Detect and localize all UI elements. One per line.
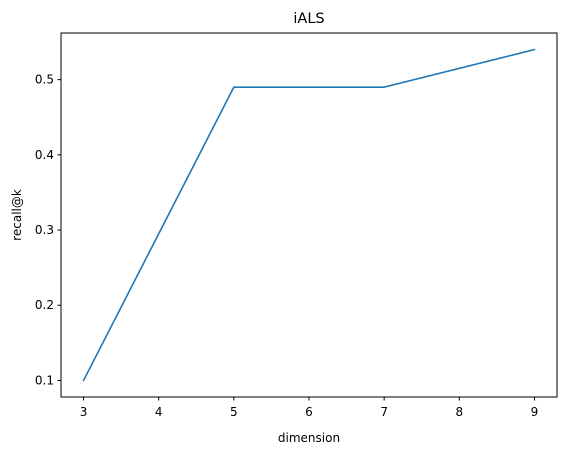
y-tick-label: 0.2 (35, 298, 54, 312)
x-axis: 3 4 5 6 7 8 9 (80, 397, 539, 419)
chart-title: iALS (293, 11, 324, 27)
x-tick-label: 4 (155, 405, 163, 419)
x-tick-label: 6 (305, 405, 313, 419)
x-tick-label: 9 (531, 405, 539, 419)
x-tick-label: 8 (455, 405, 463, 419)
x-tick-label: 7 (380, 405, 388, 419)
y-axis-label: recall@k (10, 189, 24, 241)
x-axis-label: dimension (278, 431, 340, 445)
y-tick-label: 0.3 (35, 223, 54, 237)
x-tick-label: 5 (230, 405, 238, 419)
y-axis: 0.1 0.2 0.3 0.4 0.5 (35, 73, 61, 388)
y-tick-label: 0.1 (35, 373, 54, 387)
y-tick-label: 0.5 (35, 73, 54, 87)
series-layer (84, 50, 535, 381)
series-line (84, 50, 535, 381)
y-tick-label: 0.4 (35, 148, 54, 162)
x-tick-label: 3 (80, 405, 88, 419)
